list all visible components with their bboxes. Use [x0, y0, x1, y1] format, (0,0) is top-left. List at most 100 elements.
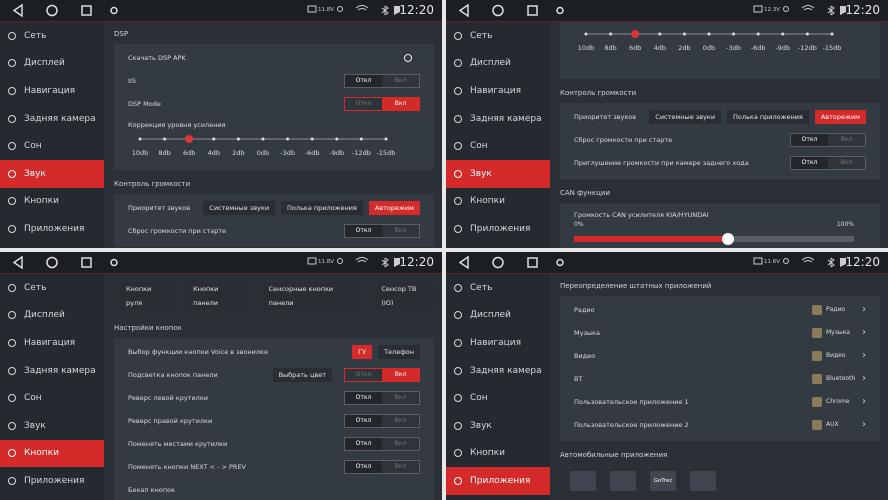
menu-label[interactable]: Кнопки [24, 448, 59, 459]
back-button[interactable] [458, 3, 469, 18]
toggle-off[interactable]: Откл [345, 97, 382, 110]
menu-label[interactable]: Звук [24, 168, 46, 179]
menu-label[interactable]: Навигация [470, 337, 522, 348]
menu-item[interactable]: Сон [0, 384, 104, 412]
menu-label[interactable]: Сеть [24, 30, 47, 41]
toggle-off[interactable]: Откл [345, 391, 382, 404]
menu-label[interactable]: Задняя камера [24, 113, 96, 124]
menu-item[interactable]: Звук [0, 412, 104, 440]
menu-label[interactable]: Звук [470, 168, 492, 179]
tab-button[interactable]: Сенсор ТВ (IO) [375, 282, 434, 310]
toggle-off[interactable]: Откл [345, 460, 382, 473]
menu-label[interactable]: Дисплей [470, 310, 511, 321]
toggle-on[interactable]: Вкл [828, 133, 865, 146]
menu-item[interactable]: Приложения [446, 215, 550, 243]
option-button[interactable]: Полька приложения [727, 109, 809, 124]
menu-label[interactable]: Сон [470, 141, 488, 152]
menu-item[interactable]: Навигация [446, 77, 550, 105]
menu-label[interactable]: Кнопки [470, 448, 505, 459]
color-button[interactable]: Выбрать цвет [272, 367, 332, 382]
toggle-on[interactable]: Вкл [382, 437, 419, 450]
menu-item[interactable]: Задняя камера [446, 357, 550, 385]
menu-label[interactable]: Приложения [24, 475, 85, 486]
menu-item[interactable]: Сон [0, 132, 104, 160]
toggle-off[interactable]: Откл [791, 133, 828, 146]
menu-item[interactable]: Сеть [0, 22, 104, 50]
toggle-on[interactable]: Вкл [382, 414, 419, 427]
menu-label[interactable]: Дисплей [24, 58, 65, 69]
menu-item[interactable]: Дисплей [446, 302, 550, 330]
app-name[interactable]: Музыка [826, 329, 850, 336]
menu-label[interactable]: Звук [470, 420, 492, 431]
menu-item[interactable]: Задняя камера [446, 105, 550, 133]
gain-slider[interactable]: 10db 8db 6db 4db 2db 0db -3db -6db -9db -12db -15d… [574, 24, 844, 58]
app-name[interactable]: Bluetooth [826, 375, 856, 382]
back-button[interactable] [12, 3, 23, 18]
app-name[interactable]: Видео [826, 352, 846, 359]
menu-label[interactable]: Сон [24, 393, 42, 404]
recents-button[interactable] [527, 257, 538, 268]
menu-label[interactable]: Сеть [470, 282, 493, 293]
recents-button[interactable] [81, 5, 92, 16]
menu-item[interactable]: Дисплей [0, 302, 104, 330]
menu-item[interactable]: Кнопки [0, 439, 104, 468]
tab-button[interactable]: Кнопки панели [187, 282, 249, 310]
range-track[interactable] [574, 233, 854, 245]
app-name[interactable]: AUX [826, 421, 839, 428]
menu-label[interactable]: Навигация [24, 85, 76, 96]
menu-label[interactable]: Дисплей [24, 310, 65, 321]
menu-label[interactable]: Навигация [470, 85, 522, 96]
toggle-off[interactable]: Откл [345, 368, 382, 381]
back-button[interactable] [458, 255, 469, 270]
menu-label[interactable]: Кнопки [470, 196, 505, 207]
menu-label[interactable]: Задняя камера [470, 113, 542, 124]
toggle-off[interactable]: Откл [345, 437, 382, 450]
gain-slider[interactable]: 10db 8db 6db 4db 2db 0db -3db -6db -9db -12db -15d… [128, 129, 398, 163]
menu-label[interactable]: Сеть [470, 30, 493, 41]
back-button[interactable] [12, 255, 23, 270]
menu-label[interactable]: Звук [24, 420, 46, 431]
menu-label[interactable]: Кнопки [24, 196, 59, 207]
tab-button[interactable]: Сенсорные кнопки панели [262, 282, 362, 310]
menu-item[interactable]: Навигация [446, 329, 550, 357]
menu-label[interactable]: Дисплей [470, 58, 511, 69]
menu-item[interactable]: Приложения [446, 467, 550, 495]
home-button[interactable] [492, 256, 504, 269]
option-button[interactable]: Полька приложения [281, 200, 363, 215]
menu-item[interactable]: Звук [0, 159, 104, 188]
menu-item[interactable]: Сеть [0, 274, 104, 302]
app-icon[interactable] [690, 471, 716, 491]
toggle-off[interactable]: Откл [345, 74, 382, 87]
menu-item[interactable]: Приложения [0, 467, 104, 495]
menu-item[interactable]: Кнопки [0, 188, 104, 216]
recents-button[interactable] [527, 5, 538, 16]
toggle-on[interactable]: Вкл [828, 156, 865, 169]
menu-label[interactable]: Задняя камера [24, 365, 96, 376]
toggle-on[interactable]: Вкл [382, 224, 419, 237]
tab-button[interactable]: Кнопки руля [120, 282, 174, 310]
menu-item[interactable]: Дисплей [446, 50, 550, 78]
menu-label[interactable]: Сеть [24, 282, 47, 293]
app-name[interactable]: Радио [826, 306, 846, 313]
toggle-on[interactable]: Вкл [382, 460, 419, 473]
menu-label[interactable]: Приложения [470, 475, 531, 486]
app-icon[interactable] [610, 471, 636, 491]
toggle-on[interactable]: Вкл [382, 391, 419, 404]
menu-item[interactable]: Задняя камера [0, 105, 104, 133]
menu-label[interactable]: Сон [24, 141, 42, 152]
menu-item[interactable]: Сеть [446, 22, 550, 50]
home-button[interactable] [46, 4, 58, 17]
toggle-off[interactable]: Откл [345, 414, 382, 427]
menu-item[interactable]: Сеть [446, 274, 550, 302]
toggle-on[interactable]: Вкл [382, 368, 419, 381]
menu-item[interactable]: Навигация [0, 77, 104, 105]
option-button[interactable]: Системные звуки [649, 109, 722, 124]
menu-item[interactable]: Приложения [0, 215, 104, 243]
menu-item[interactable]: Сон [446, 132, 550, 160]
menu-item[interactable]: Сон [446, 384, 550, 412]
toggle-on[interactable]: Вкл [382, 74, 419, 87]
menu-item[interactable]: Навигация [0, 329, 104, 357]
toggle-off[interactable]: Откл [345, 224, 382, 237]
option-button[interactable]: Телефон [378, 344, 420, 359]
menu-item[interactable]: Звук [446, 412, 550, 440]
